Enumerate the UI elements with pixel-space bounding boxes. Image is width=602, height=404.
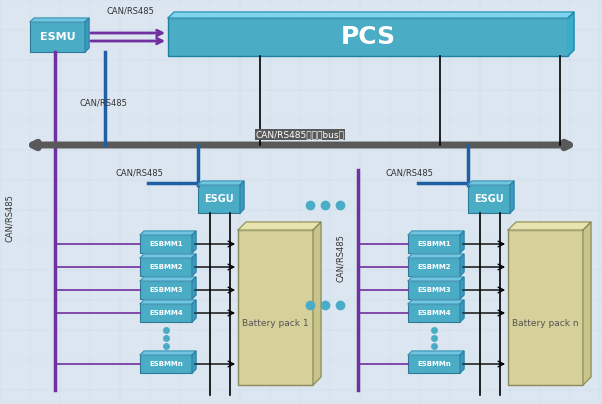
FancyBboxPatch shape [468, 185, 510, 213]
Polygon shape [140, 351, 196, 355]
Text: ESBMMn: ESBMMn [417, 361, 451, 367]
Text: CAN/RS485: CAN/RS485 [335, 234, 344, 282]
Text: ESMU: ESMU [40, 32, 75, 42]
Polygon shape [508, 222, 591, 230]
Polygon shape [192, 351, 196, 373]
Polygon shape [140, 231, 196, 235]
Polygon shape [460, 277, 464, 299]
Text: ESGU: ESGU [474, 194, 504, 204]
FancyBboxPatch shape [508, 230, 583, 385]
FancyBboxPatch shape [408, 355, 460, 373]
FancyBboxPatch shape [140, 304, 192, 322]
FancyBboxPatch shape [408, 235, 460, 253]
FancyBboxPatch shape [408, 258, 460, 276]
Polygon shape [568, 12, 574, 56]
Text: ESBMMn: ESBMMn [149, 361, 183, 367]
Text: ESBMM1: ESBMM1 [149, 241, 183, 247]
Polygon shape [30, 18, 89, 22]
Polygon shape [168, 12, 574, 18]
Text: ESBMM4: ESBMM4 [417, 310, 451, 316]
Text: Battery pack n: Battery pack n [512, 318, 579, 328]
Polygon shape [140, 300, 196, 304]
Polygon shape [408, 300, 464, 304]
FancyBboxPatch shape [168, 18, 568, 56]
Polygon shape [240, 181, 244, 213]
FancyBboxPatch shape [30, 22, 85, 52]
Text: PCS: PCS [341, 25, 396, 49]
Polygon shape [313, 222, 321, 385]
Polygon shape [140, 277, 196, 281]
Text: CAN/RS485: CAN/RS485 [5, 194, 14, 242]
Text: ESGU: ESGU [204, 194, 234, 204]
Polygon shape [408, 351, 464, 355]
Polygon shape [140, 254, 196, 258]
Polygon shape [510, 181, 514, 213]
Text: ESBMM2: ESBMM2 [149, 264, 183, 270]
FancyBboxPatch shape [140, 258, 192, 276]
Text: CAN/RS485总线（bus）: CAN/RS485总线（bus） [256, 130, 344, 139]
FancyBboxPatch shape [140, 281, 192, 299]
FancyBboxPatch shape [140, 235, 192, 253]
Polygon shape [408, 254, 464, 258]
Text: CAN/RS485: CAN/RS485 [385, 168, 433, 177]
Polygon shape [408, 231, 464, 235]
Text: ESBMM1: ESBMM1 [417, 241, 451, 247]
Polygon shape [583, 222, 591, 385]
Text: CAN/RS485: CAN/RS485 [115, 168, 163, 177]
Text: CAN/RS485: CAN/RS485 [106, 7, 154, 16]
Polygon shape [192, 231, 196, 253]
Polygon shape [408, 277, 464, 281]
Polygon shape [192, 300, 196, 322]
Text: ESBMM3: ESBMM3 [417, 287, 451, 293]
Polygon shape [460, 300, 464, 322]
FancyBboxPatch shape [408, 304, 460, 322]
Text: ESBMM2: ESBMM2 [417, 264, 451, 270]
Polygon shape [238, 222, 321, 230]
Text: CAN/RS485: CAN/RS485 [80, 98, 128, 107]
Polygon shape [85, 18, 89, 52]
FancyBboxPatch shape [198, 185, 240, 213]
FancyBboxPatch shape [140, 355, 192, 373]
Text: ESBMM4: ESBMM4 [149, 310, 183, 316]
Text: ESBMM3: ESBMM3 [149, 287, 183, 293]
Polygon shape [468, 181, 514, 185]
Polygon shape [460, 254, 464, 276]
Polygon shape [460, 231, 464, 253]
FancyBboxPatch shape [238, 230, 313, 385]
Polygon shape [198, 181, 244, 185]
Polygon shape [460, 351, 464, 373]
Polygon shape [192, 277, 196, 299]
Polygon shape [192, 254, 196, 276]
FancyBboxPatch shape [408, 281, 460, 299]
Text: Battery pack 1: Battery pack 1 [242, 318, 309, 328]
